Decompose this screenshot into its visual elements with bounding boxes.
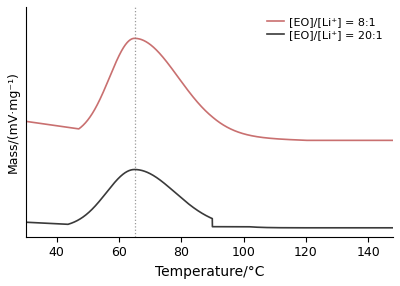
Y-axis label: Mass/(mV·mg⁻¹): Mass/(mV·mg⁻¹) bbox=[7, 71, 20, 173]
[EO]/[Li⁺] = 8:1 bbox=[132, 37, 137, 40]
[EO]/[Li⁺] = 20:1 bbox=[164, 183, 169, 187]
[EO]/[Li⁺] = 20:1 bbox=[132, 168, 137, 171]
[EO]/[Li⁺] = 20:1 bbox=[384, 226, 388, 230]
[EO]/[Li⁺] = 8:1 bbox=[65, 126, 70, 129]
Line: [EO]/[Li⁺] = 8:1: [EO]/[Li⁺] = 8:1 bbox=[26, 38, 393, 140]
[EO]/[Li⁺] = 20:1 bbox=[344, 226, 349, 230]
[EO]/[Li⁺] = 20:1 bbox=[391, 226, 396, 230]
[EO]/[Li⁺] = 8:1 bbox=[87, 116, 92, 120]
X-axis label: Temperature/°C: Temperature/°C bbox=[154, 265, 264, 279]
Line: [EO]/[Li⁺] = 20:1: [EO]/[Li⁺] = 20:1 bbox=[26, 170, 393, 228]
[EO]/[Li⁺] = 8:1 bbox=[305, 139, 310, 142]
[EO]/[Li⁺] = 20:1 bbox=[65, 223, 70, 226]
[EO]/[Li⁺] = 8:1 bbox=[384, 139, 388, 142]
[EO]/[Li⁺] = 8:1 bbox=[23, 120, 28, 123]
[EO]/[Li⁺] = 8:1 bbox=[391, 139, 396, 142]
[EO]/[Li⁺] = 8:1 bbox=[180, 82, 185, 85]
[EO]/[Li⁺] = 20:1 bbox=[87, 210, 92, 214]
[EO]/[Li⁺] = 20:1 bbox=[180, 197, 185, 201]
Legend: [EO]/[Li⁺] = 8:1, [EO]/[Li⁺] = 20:1: [EO]/[Li⁺] = 8:1, [EO]/[Li⁺] = 20:1 bbox=[263, 13, 388, 45]
[EO]/[Li⁺] = 8:1 bbox=[344, 139, 349, 142]
[EO]/[Li⁺] = 8:1 bbox=[164, 60, 169, 63]
[EO]/[Li⁺] = 20:1 bbox=[23, 221, 28, 224]
